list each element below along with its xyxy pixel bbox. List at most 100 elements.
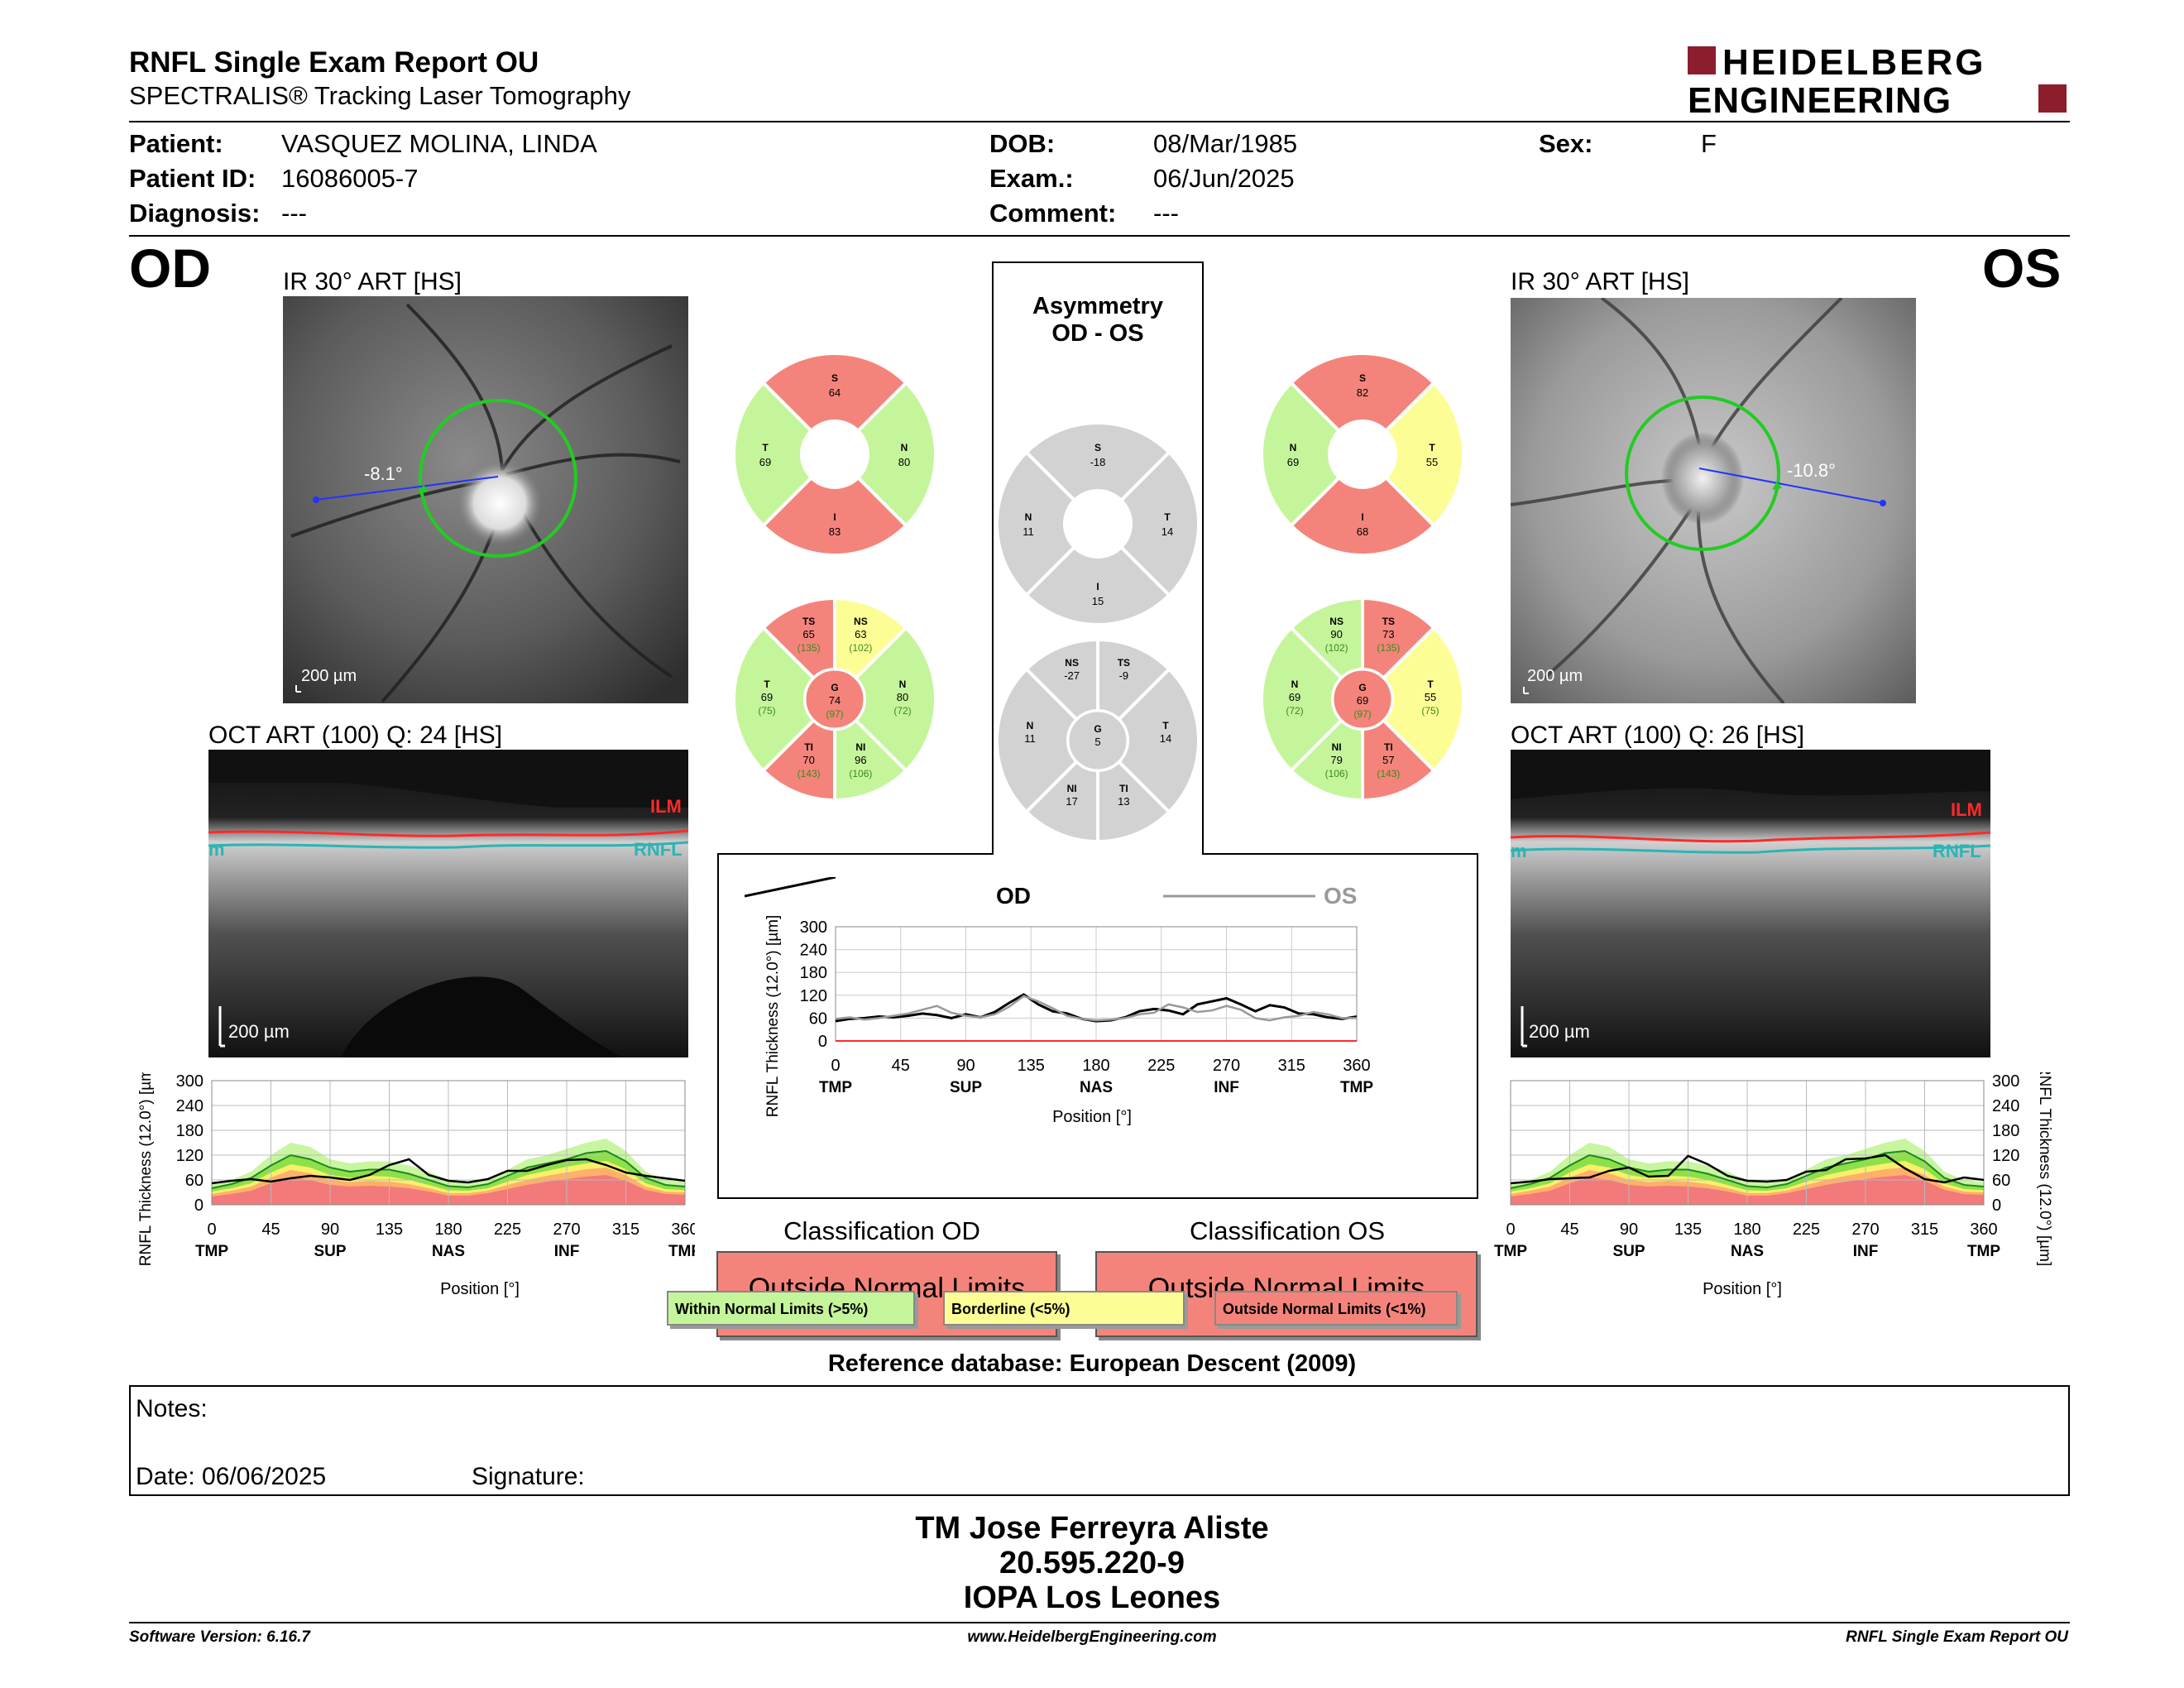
side-region: NAS: [432, 1243, 465, 1260]
normative-mean-line: [1510, 1149, 1985, 1189]
os-sector-diagram-4: S 82 N 69 I 68 T 55: [1260, 352, 1465, 557]
sector-value-ni: 17: [1066, 795, 1077, 808]
sector-ref-ts: (135): [1377, 642, 1400, 654]
sector-value-ts: 73: [1382, 628, 1394, 640]
legend-within: Within Normal Limits (>5%): [667, 1291, 915, 1326]
os-oct-title: OCT ART (100) Q: 26 [HS]: [1511, 722, 1805, 749]
os-ir-title: IR 30° ART [HS]: [1511, 268, 1689, 295]
sector-g: [1331, 668, 1394, 731]
sector-ref-ts: (135): [797, 642, 821, 654]
sector-value-ti: 70: [802, 754, 814, 766]
od-legend-label: OD: [996, 883, 1031, 909]
sector-s: [760, 352, 909, 434]
diagnosis-value: ---: [281, 199, 307, 228]
sector-name-s: S: [831, 372, 838, 384]
side-region: INF: [554, 1243, 580, 1260]
operator-center: IOPA Los Leones: [963, 1580, 1221, 1615]
asymmetry-title-line1: Asymmetry: [1032, 293, 1163, 319]
sector-n: [995, 449, 1077, 598]
sector-t: [1118, 449, 1200, 598]
sector-value-ts: -9: [1119, 669, 1129, 682]
center-region: TMP: [1340, 1079, 1373, 1096]
center-xtick: 315: [1278, 1057, 1305, 1075]
patient-id: 16086005-7: [281, 164, 419, 193]
side-xtick: 135: [376, 1220, 403, 1239]
sector-name-g: G: [1358, 682, 1366, 693]
sector-value-i: 83: [829, 525, 841, 538]
sector-name-i: I: [1096, 581, 1099, 592]
date-label: Date: 06/06/2025: [136, 1463, 327, 1490]
sector-value-ns: -27: [1064, 669, 1080, 682]
sector-value-g: 5: [1094, 736, 1100, 748]
sector-ref-ns: (102): [849, 642, 872, 654]
center-xlabel: Position [°]: [1052, 1108, 1132, 1126]
operator-id: 20.595.220-9: [999, 1546, 1185, 1580]
od-rnfl-label: RNFL: [634, 839, 682, 860]
sector-value-s: 82: [1357, 386, 1368, 399]
footer-website[interactable]: www.HeidelbergEngineering.com: [967, 1628, 1217, 1646]
footer-report: RNFL Single Exam Report OU: [1846, 1628, 2068, 1646]
sector-ref-g: (97): [826, 708, 843, 720]
od-ilm-label: ILM: [650, 796, 682, 817]
sector-i: [1288, 475, 1437, 557]
sector-name-ts: TS: [802, 616, 815, 627]
sector-s: [1023, 421, 1172, 503]
side-xtick: 270: [1851, 1220, 1879, 1239]
sector-name-ti: TI: [1119, 783, 1128, 794]
classification-od-title: Classification OD: [783, 1216, 980, 1245]
center-xtick: 270: [1213, 1057, 1240, 1075]
os-rnfl-plot: 0 60 120 180 240 300 0 45 90 135 180 225 270 315 360 TM…: [1494, 1072, 2053, 1298]
os-rnfl-edge-label: m: [1511, 841, 1527, 861]
sector-name-ni: NI: [855, 741, 865, 753]
diagnosis-label: Diagnosis:: [129, 199, 261, 228]
exam-value: 06/Jun/2025: [1153, 164, 1295, 193]
sector-name-s: S: [1094, 442, 1101, 453]
os-oct-image: [1511, 750, 1990, 1057]
notes-box: Notes: Date: 06/06/2025 Signature:: [129, 1385, 2070, 1496]
sector-value-s: 64: [829, 386, 841, 399]
reference-database: Reference database: European Descent (20…: [827, 1350, 1357, 1377]
dob-label: DOB:: [989, 129, 1056, 158]
center-ytick: 120: [800, 987, 827, 1005]
od-angle: -8.1°: [364, 463, 403, 484]
side-ytick: 60: [185, 1172, 204, 1190]
sector-value-t: 55: [1425, 691, 1436, 703]
sector-name-t: T: [762, 442, 769, 453]
sector-name-n: N: [1027, 720, 1034, 731]
center-xtick: 360: [1343, 1057, 1370, 1075]
sector-name-n: N: [1025, 511, 1032, 523]
os-fundus-image: [1511, 298, 1916, 703]
side-ytick: 300: [176, 1072, 204, 1091]
sector-name-g: G: [1094, 723, 1101, 735]
od-oct-title: OCT ART (100) Q: 24 [HS]: [208, 722, 503, 749]
od-rnfl-plot: 0 60 120 180 240 300 0 45 90 135 180 225 270 315 360 TM…: [137, 1072, 695, 1298]
sector-value-ns: 63: [855, 628, 866, 640]
sector-name-t: T: [1429, 442, 1435, 453]
side-ytick: 120: [1992, 1147, 2019, 1165]
sector-value-g: 69: [1357, 694, 1368, 707]
legend-borderline: Borderline (<5%): [943, 1291, 1185, 1326]
center-panel-outline: [717, 261, 1478, 1199]
sector-name-ni: NI: [1067, 783, 1077, 794]
asymmetry-title-line2: OD - OS: [1051, 320, 1144, 347]
sector-name-n: N: [899, 679, 907, 690]
patient-id-label: Patient ID:: [129, 164, 256, 193]
sector-name-ts: TS: [1118, 657, 1130, 669]
os-legend-label: OS: [1324, 883, 1357, 909]
sector-value-n: 69: [1289, 691, 1300, 703]
side-region: NAS: [1731, 1243, 1764, 1260]
od-ir-scale: 200 µm: [301, 667, 357, 685]
notes-label: Notes:: [136, 1395, 208, 1422]
logo-line1: HEIDELBERG: [1722, 45, 1985, 83]
sector-name-g: G: [831, 682, 838, 693]
sector-value-s: -18: [1090, 456, 1106, 468]
operator-name: TM Jose Ferreyra Aliste: [915, 1511, 1269, 1546]
side-xtick: 270: [553, 1220, 580, 1239]
side-region: TMP: [195, 1243, 228, 1260]
side-xtick: 45: [261, 1220, 280, 1239]
sector-value-ti: 57: [1382, 754, 1394, 766]
side-xtick: 360: [1970, 1220, 1997, 1239]
asym-sector-diagram-4: S -18 N 11 I 15 T 14: [995, 421, 1200, 626]
